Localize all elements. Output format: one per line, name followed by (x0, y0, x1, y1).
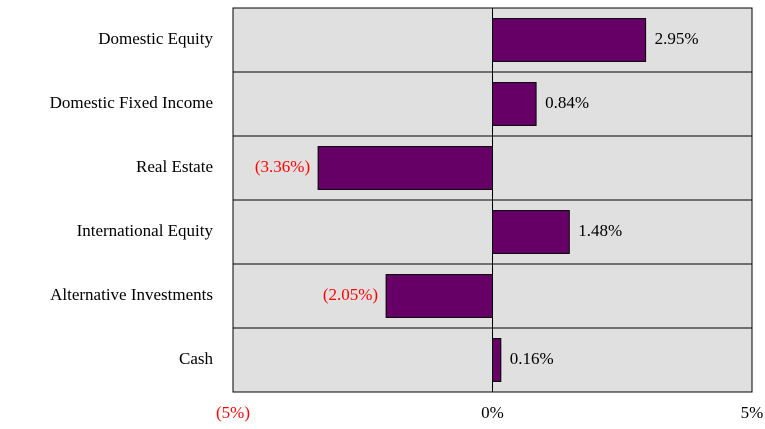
category-label: International Equity (77, 221, 214, 240)
x-tick-label: (5%) (216, 403, 250, 422)
value-label: (3.36%) (255, 157, 310, 176)
x-tick-label: 0% (481, 403, 504, 422)
bar (492, 82, 537, 126)
bar (492, 210, 570, 254)
value-label: 2.95% (655, 29, 699, 48)
bar (385, 274, 494, 318)
category-label: Real Estate (136, 157, 213, 176)
bar (317, 146, 493, 190)
value-label: 0.84% (545, 93, 589, 112)
value-label: 0.16% (510, 349, 554, 368)
value-label: (2.05%) (323, 285, 378, 304)
category-label: Domestic Fixed Income (50, 93, 213, 112)
bar (492, 338, 502, 382)
category-label: Cash (179, 349, 214, 368)
category-label: Domestic Equity (98, 29, 213, 48)
bar (492, 18, 647, 62)
category-label: Alternative Investments (50, 285, 213, 304)
x-tick-label: 5% (741, 403, 764, 422)
value-label: 1.48% (578, 221, 622, 240)
